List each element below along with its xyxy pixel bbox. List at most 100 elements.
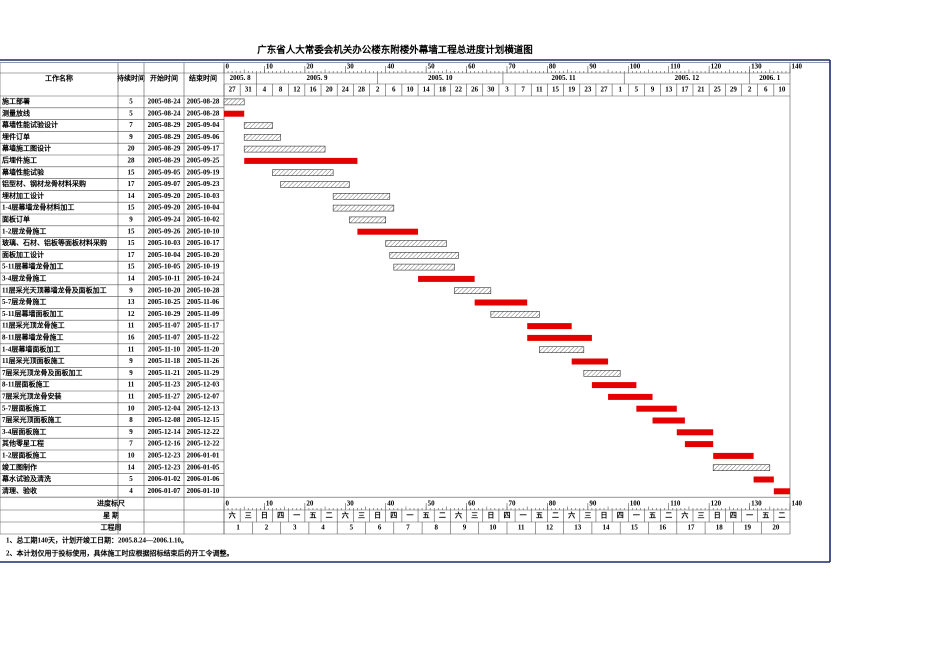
week-label: 15 <box>631 524 639 532</box>
task-bar <box>539 346 585 354</box>
day-label: 2 <box>376 86 380 94</box>
task-duration: 15 <box>128 227 136 235</box>
weekday-label: 六 <box>681 511 688 520</box>
task-end: 2005-11-26 <box>187 357 220 365</box>
month-label: 2005. 11 <box>552 74 577 82</box>
task-name: 埋材加工设计 <box>2 191 44 200</box>
ruler-label: 50 <box>428 63 436 71</box>
weekday-label: 四 <box>277 512 284 520</box>
month-label: 2005. 10 <box>428 74 453 82</box>
ruler-label: 120 <box>711 63 722 71</box>
task-end: 2005-10-04 <box>187 204 220 212</box>
weekday-label: 日 <box>714 512 721 520</box>
task-bar <box>418 275 475 282</box>
week-label: 7 <box>406 524 410 532</box>
weekday-label: 二 <box>552 512 559 520</box>
task-start: 2005-09-05 <box>148 168 181 176</box>
task-start: 2005-09-20 <box>148 204 181 212</box>
weekday-label: 三 <box>698 512 705 520</box>
weekday-label: 一 <box>520 512 527 520</box>
day-label: 30 <box>487 86 495 94</box>
task-end: 2005-12-07 <box>187 393 220 401</box>
task-name: 幕水试验及清洗 <box>1 474 51 483</box>
task-name: 11层采光顶龙骨施工 <box>2 321 65 330</box>
task-name: 3-4层龙骨施工 <box>2 274 46 283</box>
task-bar <box>332 204 395 212</box>
task-bar <box>243 134 281 141</box>
weekday-label: 日 <box>601 512 608 520</box>
task-duration: 17 <box>128 180 136 188</box>
task-name: 清理、验收 <box>2 486 38 495</box>
day-label: 10 <box>406 86 414 94</box>
task-bar <box>713 452 754 459</box>
task-end: 2006-01-10 <box>187 487 220 495</box>
col-header: 持续时间 <box>117 74 145 83</box>
task-duration: 11 <box>128 393 135 401</box>
task-start: 2005-11-23 <box>148 381 181 389</box>
task-duration: 9 <box>129 133 133 141</box>
col-header: 开始时间 <box>150 74 178 83</box>
task-bar <box>490 310 540 318</box>
task-start: 2005-10-05 <box>148 263 181 271</box>
ruler-label: 140 <box>792 63 803 71</box>
task-end: 2006-01-06 <box>187 475 220 483</box>
day-label: 11 <box>536 86 543 94</box>
task-bar <box>684 441 714 448</box>
task-start: 2005-11-07 <box>148 334 181 342</box>
day-label: 5 <box>635 86 639 94</box>
task-name: 玻璃、石材、铝板等面板材料采购 <box>2 238 107 247</box>
task-bar <box>712 464 771 472</box>
week-label: 1 <box>236 524 240 532</box>
task-end: 2005-11-06 <box>187 298 220 306</box>
task-name: 面板加工设计 <box>2 250 44 259</box>
task-end: 2005-10-20 <box>187 251 220 259</box>
task-end: 2005-10-03 <box>187 192 220 200</box>
week-label: 12 <box>546 524 554 532</box>
task-end: 2005-09-06 <box>187 133 220 141</box>
weekday-label: 一 <box>293 512 300 520</box>
task-name: 1-4层幕墙面板加工 <box>2 344 60 353</box>
note: 1、总工期140天，计划开竣工日期：2005.8.24—2006.1.10。 <box>6 536 188 545</box>
task-duration: 5 <box>129 98 133 106</box>
task-start: 2005-12-14 <box>148 428 181 436</box>
task-name: 铝型材、钢材龙骨材料采购 <box>2 179 86 188</box>
row-label: 进度标尺 <box>97 499 125 508</box>
ruler-label: 60 <box>468 63 476 71</box>
task-end: 2005-09-23 <box>187 180 220 188</box>
task-duration: 7 <box>129 440 133 448</box>
task-bar <box>636 405 677 412</box>
week-label: 18 <box>716 524 724 532</box>
weekday-label: 五 <box>536 512 543 520</box>
row-label: 星 期 <box>103 511 119 520</box>
task-start: 2005-10-11 <box>148 275 181 283</box>
task-name: 测量放线 <box>2 108 30 117</box>
ruler-label: 120 <box>711 500 722 508</box>
task-duration: 9 <box>129 357 133 365</box>
day-label: 15 <box>552 86 560 94</box>
task-duration: 15 <box>128 204 136 212</box>
task-end: 2005-11-29 <box>187 369 220 377</box>
ruler-label: 90 <box>589 500 597 508</box>
weekday-label: 五 <box>649 512 656 520</box>
task-bar <box>223 98 245 106</box>
task-bar <box>454 287 492 295</box>
task-duration: 10 <box>128 404 136 412</box>
weekday-label: 一 <box>633 512 640 520</box>
week-label: 8 <box>435 524 439 532</box>
row-label: 工程周 <box>101 523 122 532</box>
month-label: 2005. 8 <box>230 74 252 82</box>
weekday-label: 日 <box>487 512 494 520</box>
ruler-label: 10 <box>266 500 274 508</box>
day-label: 25 <box>714 86 722 94</box>
task-name: 7层采光顶龙骨及面板加工 <box>2 368 83 377</box>
task-start: 2005-10-20 <box>148 286 181 294</box>
task-end: 2005-09-17 <box>187 145 220 153</box>
task-end: 2005-09-19 <box>187 168 220 176</box>
ruler-label: 10 <box>266 63 274 71</box>
day-label: 7 <box>521 86 525 94</box>
task-end: 2005-10-17 <box>187 239 220 247</box>
task-start: 2005-09-07 <box>148 180 181 188</box>
task-duration: 9 <box>129 369 133 377</box>
week-label: 16 <box>659 524 667 532</box>
